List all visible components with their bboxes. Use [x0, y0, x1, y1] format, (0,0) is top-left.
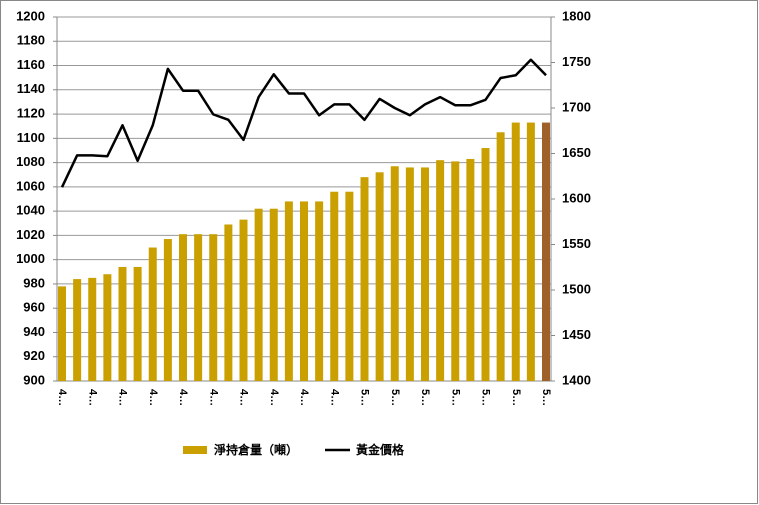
bar — [163, 239, 172, 381]
bar — [330, 191, 339, 381]
y2-tick-label: 1550 — [562, 236, 591, 251]
y2-tick-label: 1650 — [562, 145, 591, 160]
bar — [451, 161, 460, 381]
y2-tick-label: 1800 — [562, 8, 591, 23]
x-tick-label: 5… — [510, 389, 522, 406]
bar — [58, 286, 66, 381]
x-tick-label: 5… — [359, 389, 371, 406]
bar — [526, 122, 535, 381]
y-tick-label: 900 — [23, 372, 45, 387]
legend-swatch — [183, 446, 207, 454]
x-tick-label: 4… — [268, 389, 280, 406]
price-line — [60, 58, 547, 188]
y-tick-label: 940 — [23, 324, 45, 339]
bar — [375, 172, 384, 381]
legend: 淨持倉量（噸） 黃金價格 — [183, 442, 405, 457]
y2-tick-label: 1750 — [562, 54, 591, 69]
bar — [133, 266, 142, 381]
bar — [511, 122, 520, 381]
bar — [179, 234, 187, 381]
y2-tick-label: 1600 — [562, 190, 591, 205]
x-tick-label: 4… — [207, 389, 219, 406]
y-tick-label: 1040 — [16, 203, 45, 218]
x-tick-label: 4… — [238, 389, 250, 406]
y-tick-label: 980 — [23, 275, 45, 290]
bar — [194, 234, 203, 381]
bar — [421, 167, 429, 381]
y-tick-label: 1140 — [17, 81, 45, 96]
y2-tick-label: 1450 — [562, 327, 591, 342]
x-tick-label: 4… — [147, 389, 159, 406]
bar — [148, 247, 157, 381]
bar — [103, 274, 112, 381]
legend-label: 黃金價格 — [355, 442, 405, 457]
y-tick-label: 1060 — [16, 178, 45, 193]
bar — [405, 167, 414, 381]
y-tick-label: 1100 — [17, 130, 45, 145]
bar — [284, 201, 293, 381]
bar — [73, 279, 82, 381]
bar — [118, 266, 127, 381]
x-tick-label: 4… — [56, 389, 68, 406]
y-tick-label: 1000 — [16, 251, 45, 266]
bar — [224, 224, 233, 381]
y-tick-label: 920 — [23, 348, 45, 363]
x-tick-label: 5… — [480, 389, 492, 406]
bar — [315, 201, 324, 381]
bar — [542, 122, 550, 381]
x-tick-label: 5… — [419, 389, 431, 406]
y-tick-label: 1080 — [16, 154, 45, 169]
x-tick-label: 4… — [298, 389, 310, 406]
y-tick-label: 1180 — [17, 33, 45, 48]
y-tick-label: 1020 — [16, 227, 45, 242]
legend-label: 淨持倉量（噸） — [213, 442, 298, 457]
bar — [360, 177, 369, 381]
y-tick-label: 960 — [23, 300, 45, 315]
bar — [345, 191, 354, 381]
bar — [209, 234, 218, 381]
y-tick-label: 1120 — [17, 106, 45, 121]
bar — [436, 160, 445, 381]
bar — [300, 201, 308, 381]
bar — [496, 132, 505, 381]
x-tick-label: 4… — [86, 389, 98, 406]
bar — [481, 148, 490, 381]
bar — [269, 208, 278, 381]
bar — [88, 277, 97, 381]
bar — [466, 158, 475, 381]
x-tick-label: 4… — [117, 389, 129, 406]
y-tick-label: 1200 — [16, 8, 45, 23]
bar — [390, 166, 399, 381]
y2-tick-label: 1400 — [562, 372, 591, 387]
x-tick-label: 4… — [328, 389, 340, 406]
bar — [239, 219, 248, 381]
x-tick-label: 5… — [540, 389, 552, 406]
bar — [254, 208, 263, 381]
y2-tick-label: 1700 — [562, 99, 591, 114]
x-tick-label: 4… — [177, 389, 189, 406]
y-tick-label: 1160 — [17, 57, 45, 72]
x-tick-label: 5… — [389, 389, 401, 406]
y2-tick-label: 1500 — [562, 281, 591, 296]
x-tick-label: 5… — [449, 389, 461, 406]
